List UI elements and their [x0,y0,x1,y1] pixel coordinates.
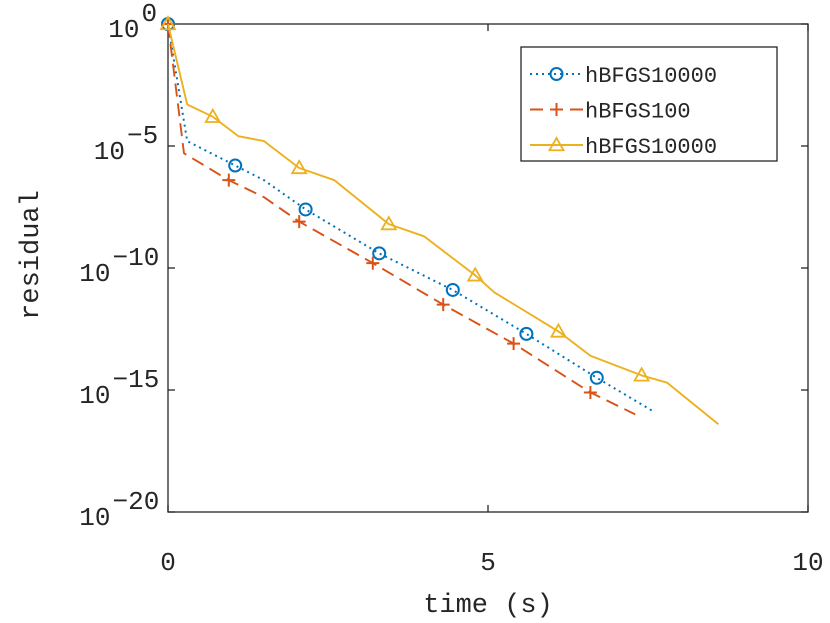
data-marker [583,385,597,399]
x-tick-labels: 0 5 10 [160,548,823,578]
y-tick-base: 10 [79,381,110,411]
y-tick-exponent: 0 [142,0,158,29]
data-marker [436,298,450,312]
x-tick-label: 0 [160,548,176,578]
legend-swatch-marker [549,67,564,81]
data-marker [549,322,567,338]
data-marker [298,202,313,217]
data-marker [507,337,521,351]
y-tick-exponent: −15 [113,365,160,395]
data-marker [292,215,306,229]
legend-swatch-marker [547,136,566,152]
series-2 [159,15,719,425]
y-tick-label: 10−15 [79,365,159,411]
series-line [167,23,719,425]
y-tick-label: 10−5 [94,121,158,167]
y-tick-label: 100 [108,0,157,45]
y-tick-base: 10 [94,137,125,167]
data-marker [372,246,387,261]
x-tick-label: 10 [792,548,823,578]
data-marker [380,215,398,231]
data-marker [204,107,222,123]
legend-entry: hBFGS100 [530,100,691,125]
series-line [167,23,636,416]
x-tick-label: 5 [480,548,496,578]
data-marker [445,282,460,297]
y-tick-exponent: −20 [113,487,160,517]
legend-swatch-marker [550,103,563,116]
y-tick-base: 10 [79,259,110,289]
y-tick-label: 10−10 [79,243,159,289]
data-marker [589,370,604,385]
legend-label: hBFGS100 [585,100,691,125]
legend-entry: hBFGS10000 [530,135,717,160]
data-marker [228,158,243,173]
data-marker [159,15,177,31]
series-layer [159,15,719,425]
data-marker [633,366,651,382]
legend: hBFGS10000 hBFGS100 hBFGS10000 [520,46,778,162]
x-axis-label: time (s) [423,591,553,621]
legend-label: hBFGS10000 [585,135,717,160]
y-axis-label: residual [17,190,47,320]
y-tick-exponent: −5 [127,121,158,151]
legend-label: hBFGS10000 [585,64,717,89]
series-line [167,23,655,413]
data-marker [290,159,308,175]
y-tick-exponent: −10 [113,243,160,273]
data-marker [366,256,380,270]
data-marker [519,326,534,341]
y-tick-base: 10 [79,503,110,533]
legend-entry: hBFGS10000 [530,64,717,89]
data-marker [466,266,484,282]
y-tick-base: 10 [108,15,139,45]
data-marker [222,173,236,187]
legend-box [520,46,778,162]
y-tick-label: 10−20 [79,487,159,533]
